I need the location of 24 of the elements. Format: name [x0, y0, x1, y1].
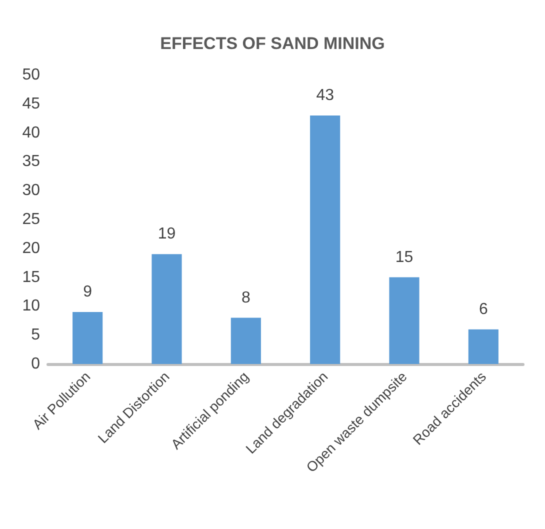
bar: [310, 115, 340, 364]
data-label: 8: [241, 289, 250, 306]
y-tick-label: 10: [22, 298, 40, 315]
bar: [468, 329, 498, 364]
data-label: 43: [316, 86, 334, 104]
bar: [230, 318, 261, 364]
y-tick-label: 25: [22, 211, 40, 228]
y-tick-label: 5: [31, 326, 40, 344]
y-tick-label: 30: [22, 182, 40, 200]
data-label: 9: [83, 283, 92, 300]
data-label: 15: [395, 248, 414, 266]
bar: [389, 277, 420, 364]
y-tick-label: 45: [22, 95, 40, 112]
y-tick-label: 20: [22, 240, 40, 257]
bar: [72, 312, 103, 364]
data-label: 19: [158, 226, 176, 243]
y-tick-label: 35: [22, 153, 40, 170]
y-tick-label: 15: [22, 268, 40, 286]
bar: [152, 254, 182, 364]
data-label: 6: [478, 300, 488, 318]
y-tick-label: 40: [22, 124, 40, 142]
y-tick-label: 0: [31, 356, 40, 372]
chart-title: EFFECTS OF SAND MINING: [160, 34, 385, 53]
y-tick-label: 50: [22, 66, 40, 84]
